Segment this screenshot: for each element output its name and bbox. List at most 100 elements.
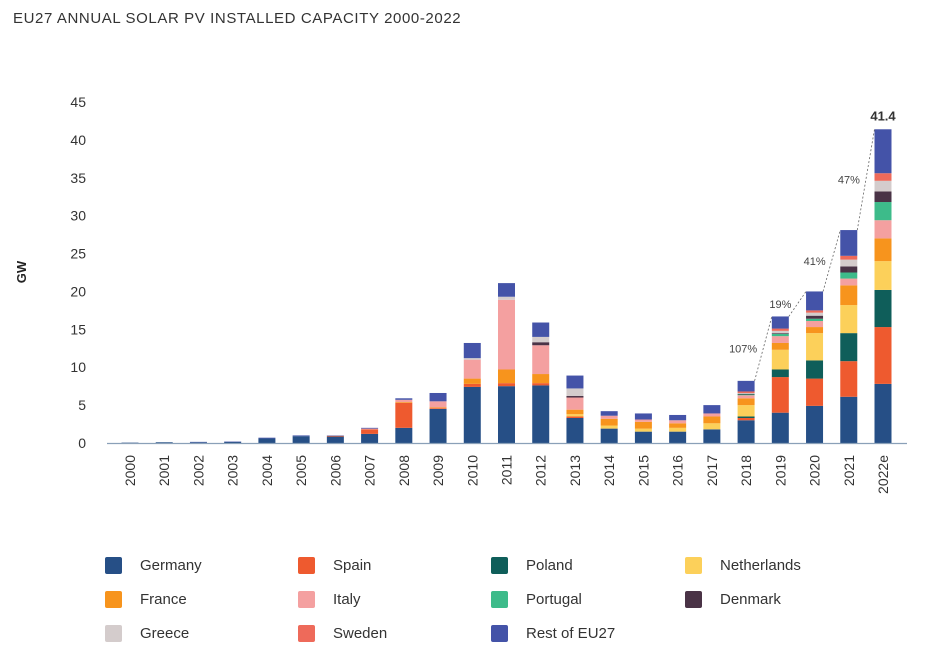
bar-segment-germany <box>771 412 789 443</box>
bar-segment-netherlands <box>840 305 858 334</box>
y-tick-label: 20 <box>70 283 86 299</box>
bar-segment-germany <box>874 383 892 443</box>
bar-segment-france <box>566 409 584 415</box>
legend-swatch <box>105 591 122 608</box>
bar-segment-spain <box>806 378 824 406</box>
bar-segment-rest-of-eu27 <box>634 413 652 420</box>
y-tick-label: 0 <box>78 435 86 451</box>
growth-label: 19% <box>769 299 791 311</box>
bar-segment-germany <box>326 436 344 443</box>
legend-item: Germany <box>105 557 202 574</box>
bar-segment-sweden <box>874 173 892 181</box>
legend-swatch <box>491 625 508 642</box>
bar-segment-rest-of-eu27 <box>566 375 584 389</box>
bar-segment-germany <box>532 385 550 443</box>
bar-segment-france <box>395 402 413 403</box>
bar-segment-rest-of-eu27 <box>429 392 447 402</box>
bar-segment-france <box>703 416 721 424</box>
legend-item: Sweden <box>298 625 387 642</box>
x-tick-label: 2016 <box>670 455 686 486</box>
y-tick-label: 5 <box>78 397 86 413</box>
bar-segment-denmark <box>737 393 755 395</box>
bar-segment-sweden <box>806 310 824 313</box>
bar-segment-italy <box>532 345 550 375</box>
bar-segment-greece <box>737 392 755 394</box>
y-tick-label: 25 <box>70 246 86 262</box>
bar-segment-rest-of-eu27 <box>806 291 824 311</box>
legend-swatch <box>491 591 508 608</box>
bar-segment-spain <box>874 327 892 384</box>
y-tick-label: 40 <box>70 132 86 148</box>
bar-segment-rest-of-eu27 <box>395 398 413 400</box>
bar-segment-france <box>600 418 618 426</box>
x-tick-label: 2006 <box>327 455 343 486</box>
bar-segment-netherlands <box>634 428 652 432</box>
bar-segment-rest-of-eu27 <box>463 342 481 359</box>
bar-segment-poland <box>737 416 755 418</box>
bar-segment-denmark <box>874 191 892 203</box>
growth-label: 107% <box>729 344 757 356</box>
bar-segment-italy <box>840 278 858 286</box>
bar-segment-netherlands <box>806 333 824 361</box>
bar-segment-sweden <box>737 391 755 393</box>
legend-swatch <box>685 557 702 574</box>
bar-segment-netherlands <box>874 261 892 290</box>
x-tick-label: 2014 <box>601 455 617 486</box>
bar-segment-italy <box>498 299 515 370</box>
bar-segment-france <box>532 374 550 384</box>
bar-segment-italy <box>600 415 618 419</box>
bar-segment-spain <box>771 377 789 413</box>
bar-segment-italy <box>669 420 687 424</box>
bar-segment-spain <box>326 435 344 437</box>
bar-segment-denmark <box>771 333 789 334</box>
bar-segment-italy <box>395 399 413 403</box>
x-tick-label: 2019 <box>772 455 788 486</box>
bar-segment-spain <box>498 383 515 387</box>
bar-segment-france <box>669 423 687 428</box>
legend-label: Spain <box>333 557 372 574</box>
bar-segment-germany <box>258 438 276 443</box>
bar-segment-germany <box>224 441 242 443</box>
bar-segment-italy <box>566 397 584 410</box>
bar-segment-germany <box>600 428 618 443</box>
bar-segment-france <box>463 378 481 384</box>
legend-item: Poland <box>491 557 573 574</box>
y-tick-label: 30 <box>70 208 86 224</box>
bar-segment-spain <box>840 361 858 397</box>
bar-segment-rest-of-eu27 <box>737 380 755 392</box>
x-tick-label: 2009 <box>430 455 446 486</box>
bar-segment-netherlands <box>600 425 618 429</box>
bar-segment-france <box>498 369 515 384</box>
bar-segment-germany <box>155 442 173 443</box>
legend-swatch <box>105 557 122 574</box>
x-tick-label: 2013 <box>567 455 583 486</box>
bar-segment-poland <box>771 369 789 378</box>
bar-segment-france <box>840 285 858 306</box>
legend-item: Italy <box>298 591 361 608</box>
bar-segment-italy <box>634 419 652 422</box>
x-tick-label: 2015 <box>635 455 651 486</box>
y-tick-label: 35 <box>70 170 86 186</box>
legend-item: France <box>105 591 187 608</box>
bar-segment-spain <box>395 402 413 428</box>
bar-segment-poland <box>874 289 892 328</box>
bar-segment-denmark <box>532 342 550 346</box>
bar-segment-netherlands <box>669 427 687 432</box>
bar-segment-italy <box>429 401 447 408</box>
bar-segment-portugal <box>840 272 858 279</box>
bar-segment-greece <box>532 336 550 343</box>
bar-segment-spain <box>566 416 584 418</box>
bar-segment-greece <box>771 330 789 334</box>
bar-segment-greece <box>463 358 481 360</box>
bar-segment-france <box>771 342 789 350</box>
bar-segment-rest-of-eu27 <box>600 411 618 416</box>
bar-segment-portugal <box>737 394 755 396</box>
legend-swatch <box>298 557 315 574</box>
bar-segment-germany <box>498 386 515 443</box>
legend-swatch <box>298 625 315 642</box>
legend-label: France <box>140 591 187 608</box>
y-axis-label: GW <box>14 260 29 283</box>
bar-segment-france <box>634 421 652 429</box>
legend-label: Greece <box>140 625 190 642</box>
